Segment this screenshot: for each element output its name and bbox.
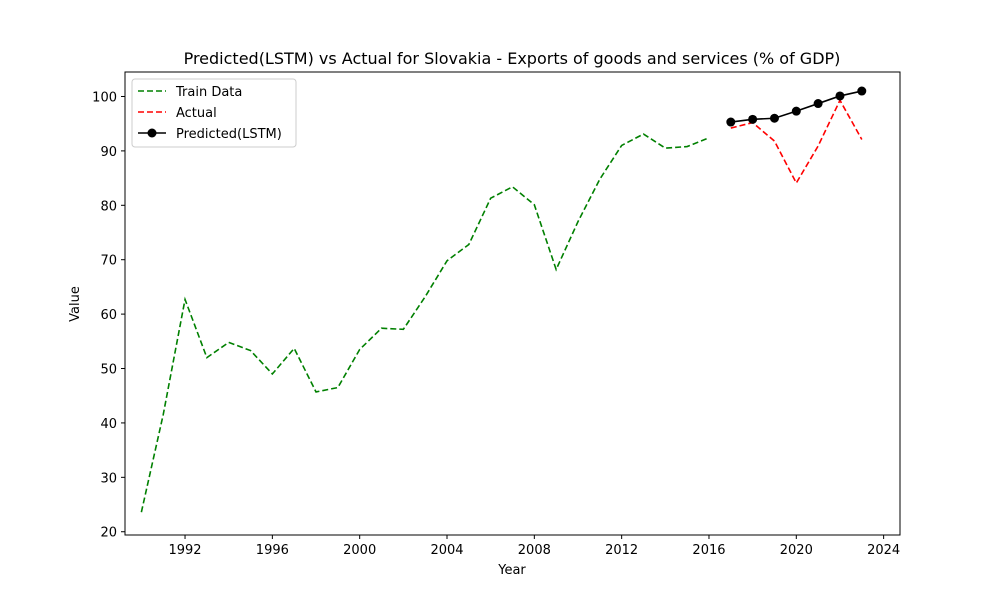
x-tick-label: 2012 <box>605 543 638 558</box>
legend: Train Data Actual Predicted(LSTM) <box>131 78 297 148</box>
y-tick-label: 80 <box>100 199 117 214</box>
legend-label-predicted-lstm: Predicted(LSTM) <box>176 127 282 142</box>
y-tick-label: 20 <box>100 526 117 541</box>
x-axis-label: Year <box>497 563 526 578</box>
legend-marker-predicted-lstm <box>147 128 157 138</box>
y-tick-label: 60 <box>100 308 117 323</box>
axes-layer: 1992 1996 2000 2004 2008 2012 2016 2020 2024 20 30… <box>92 90 900 558</box>
y-tick-label: 30 <box>100 471 117 486</box>
x-tick-label: 2004 <box>430 543 463 558</box>
legend-box <box>131 78 297 148</box>
y-tick-label: 100 <box>92 90 117 105</box>
x-tick-label: 2020 <box>780 543 813 558</box>
x-tick-label: 2008 <box>518 543 551 558</box>
predicted-lstm-point <box>748 114 758 124</box>
legend-label-train-data: Train Data <box>175 85 242 100</box>
y-tick-label: 70 <box>100 254 117 269</box>
x-tick-label: 2016 <box>692 543 725 558</box>
predicted-lstm-point <box>813 99 823 109</box>
x-tick-label: 1996 <box>256 543 289 558</box>
x-tick-label: 2000 <box>343 543 376 558</box>
predicted-lstm-point <box>791 106 801 116</box>
y-axis-label: Value <box>68 286 83 322</box>
series-layer <box>140 86 867 513</box>
predicted-lstm-point <box>857 86 867 96</box>
y-tick-label: 40 <box>100 417 117 432</box>
chart-title: Predicted(LSTM) vs Actual for Slovakia -… <box>184 49 841 68</box>
plot-area <box>125 72 900 535</box>
predicted-lstm-point <box>835 91 845 101</box>
x-tick-label: 2024 <box>867 543 900 558</box>
plot-border <box>124 71 901 536</box>
predicted-lstm-point <box>769 113 779 123</box>
y-tick-label: 90 <box>100 145 117 160</box>
legend-label-actual: Actual <box>176 106 217 121</box>
x-tick-label: 1992 <box>168 543 201 558</box>
y-tick-label: 50 <box>100 363 117 378</box>
predicted-lstm-point <box>726 117 736 127</box>
